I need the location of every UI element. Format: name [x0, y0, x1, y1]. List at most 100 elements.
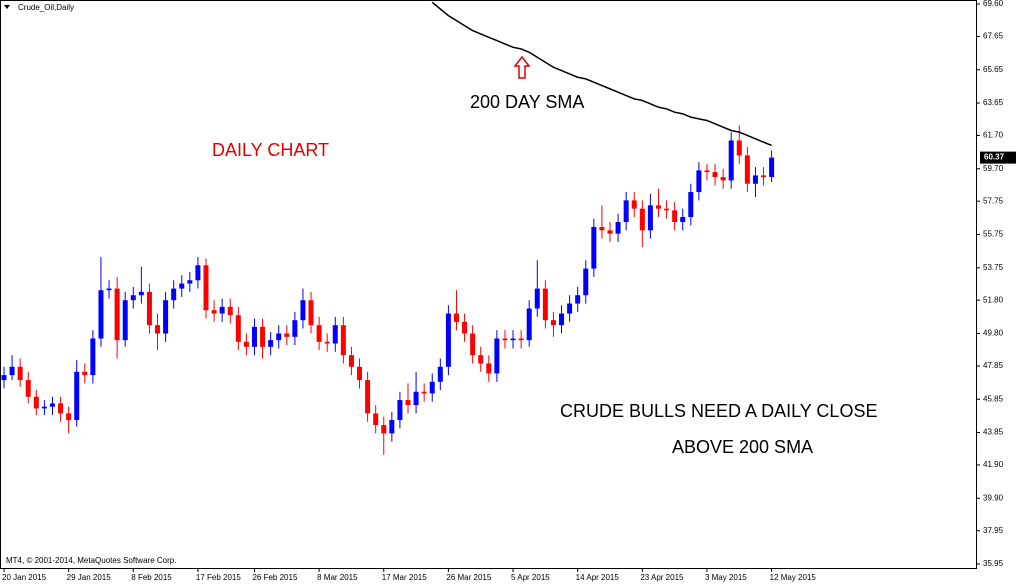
candle-body [227, 306, 233, 316]
candle-body [9, 366, 15, 376]
y-tick-label: 65.65 [983, 65, 1004, 74]
candle-body [211, 310, 217, 314]
x-tick-label: 20 Jan 2015 [2, 573, 47, 582]
candle-body [615, 222, 621, 234]
candle-body [720, 177, 726, 181]
candle-body [74, 371, 80, 421]
candle-body [534, 288, 540, 309]
candle-body [33, 396, 39, 409]
annotation: DAILY CHART [212, 140, 329, 160]
candle-body [308, 300, 314, 326]
candle-body [114, 288, 120, 341]
plot [1, 1, 775, 455]
candle-body [138, 291, 144, 296]
candle-body [769, 157, 775, 178]
candle-body [502, 338, 508, 341]
x-tick-label: 29 Jan 2015 [67, 573, 112, 582]
candle-body [66, 413, 72, 421]
candle-body [155, 325, 161, 334]
y-tick-label: 53.75 [983, 263, 1004, 272]
x-tick-label: 14 Apr 2015 [576, 573, 620, 582]
candle-body [470, 333, 476, 356]
candle-body [106, 288, 112, 291]
candle-body [445, 313, 451, 367]
candle-body [672, 210, 678, 223]
candle-body [688, 192, 694, 218]
annotation: CRUDE BULLS NEED A DAILY CLOSE [560, 401, 877, 421]
candle-body [664, 208, 670, 211]
candle-body [761, 175, 767, 178]
copyright: MT4, © 2001-2014, MetaQuotes Software Co… [6, 556, 176, 565]
candle-body [203, 265, 209, 311]
candle-body [332, 325, 338, 344]
candle-body [559, 313, 565, 326]
candle-body [235, 315, 241, 342]
candle-body [219, 306, 225, 314]
candle-body [405, 400, 411, 406]
x-tick-label: 26 Mar 2015 [446, 573, 491, 582]
candle-body [429, 381, 435, 394]
candle-body [316, 325, 322, 342]
candle-body [623, 200, 629, 223]
candle-body [357, 366, 363, 381]
y-tick-label: 49.80 [983, 329, 1004, 338]
candle-body [607, 230, 613, 234]
candle-body [421, 391, 427, 394]
arrow [513, 55, 531, 79]
candle-body [276, 333, 282, 341]
annotation: ABOVE 200 SMA [672, 437, 813, 457]
candle-body [292, 320, 298, 337]
candle-body [49, 403, 55, 407]
candle-body [583, 268, 589, 296]
candle-body [655, 205, 661, 209]
candle-body [179, 283, 185, 289]
x-tick-label: 8 Mar 2015 [317, 573, 358, 582]
candle-body [122, 300, 128, 341]
candle-body [58, 403, 64, 414]
candle-body [251, 326, 257, 347]
candle-body [373, 413, 379, 426]
candle-body [82, 371, 88, 376]
candle-body [365, 380, 371, 414]
x-tick-label: 17 Mar 2015 [382, 573, 427, 582]
candle-body [453, 313, 459, 322]
candle-body [478, 355, 484, 364]
candle-body [550, 320, 556, 326]
candle-body [340, 325, 346, 356]
y-tick-label: 43.85 [983, 428, 1004, 437]
candle-body [752, 175, 758, 184]
candle-body [268, 340, 274, 347]
x-tick-label: 3 May 2015 [705, 573, 747, 582]
y-tick-label: 61.70 [983, 131, 1004, 140]
candle-body [639, 208, 645, 231]
x-tick-label: 26 Feb 2015 [252, 573, 297, 582]
y-tick-label: 59.70 [983, 164, 1004, 173]
y-tick-label: 63.65 [983, 98, 1004, 107]
x-tick-label: 8 Feb 2015 [131, 573, 172, 582]
candle-body [728, 140, 734, 181]
candle-body [187, 280, 193, 284]
y-tick-label: 35.95 [983, 559, 1004, 568]
y-tick-label: 67.65 [983, 32, 1004, 41]
candle-body [195, 265, 201, 281]
candle-body [41, 406, 47, 409]
y-tick-label: 55.75 [983, 230, 1004, 239]
candle-body [510, 338, 516, 341]
candle-body [146, 291, 152, 326]
candle-body [647, 205, 653, 231]
menu-icon[interactable] [4, 5, 10, 9]
y-tick-label: 47.85 [983, 361, 1004, 370]
candle-body [736, 140, 742, 156]
x-tick-label: 17 Feb 2015 [196, 573, 241, 582]
candle-body [300, 300, 306, 321]
x-tick-label: 5 Apr 2015 [511, 573, 550, 582]
candle-body [389, 420, 395, 434]
candle-body [1, 375, 7, 381]
candle-body [744, 155, 750, 184]
y-tick-label: 37.95 [983, 526, 1004, 535]
candle-body [542, 288, 548, 321]
candle-body [712, 172, 718, 178]
candle-body [591, 227, 597, 269]
